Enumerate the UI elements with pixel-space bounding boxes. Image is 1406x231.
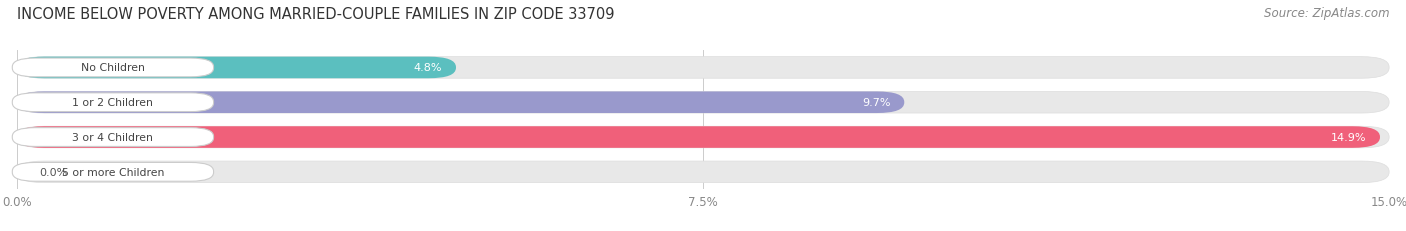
Text: No Children: No Children [82,63,145,73]
Text: 3 or 4 Children: 3 or 4 Children [73,132,153,143]
Text: 1 or 2 Children: 1 or 2 Children [73,98,153,108]
FancyBboxPatch shape [17,92,904,113]
FancyBboxPatch shape [13,93,214,112]
FancyBboxPatch shape [17,92,1389,113]
FancyBboxPatch shape [13,59,214,77]
Text: Source: ZipAtlas.com: Source: ZipAtlas.com [1264,7,1389,20]
Text: 14.9%: 14.9% [1330,132,1367,143]
FancyBboxPatch shape [13,128,214,147]
Text: 5 or more Children: 5 or more Children [62,167,165,177]
Text: 0.0%: 0.0% [39,167,67,177]
Text: 4.8%: 4.8% [413,63,443,73]
FancyBboxPatch shape [13,163,214,182]
Text: 9.7%: 9.7% [862,98,890,108]
FancyBboxPatch shape [17,58,1389,79]
FancyBboxPatch shape [17,127,1379,148]
FancyBboxPatch shape [17,127,1389,148]
FancyBboxPatch shape [17,58,456,79]
Text: INCOME BELOW POVERTY AMONG MARRIED-COUPLE FAMILIES IN ZIP CODE 33709: INCOME BELOW POVERTY AMONG MARRIED-COUPL… [17,7,614,22]
FancyBboxPatch shape [17,161,1389,183]
